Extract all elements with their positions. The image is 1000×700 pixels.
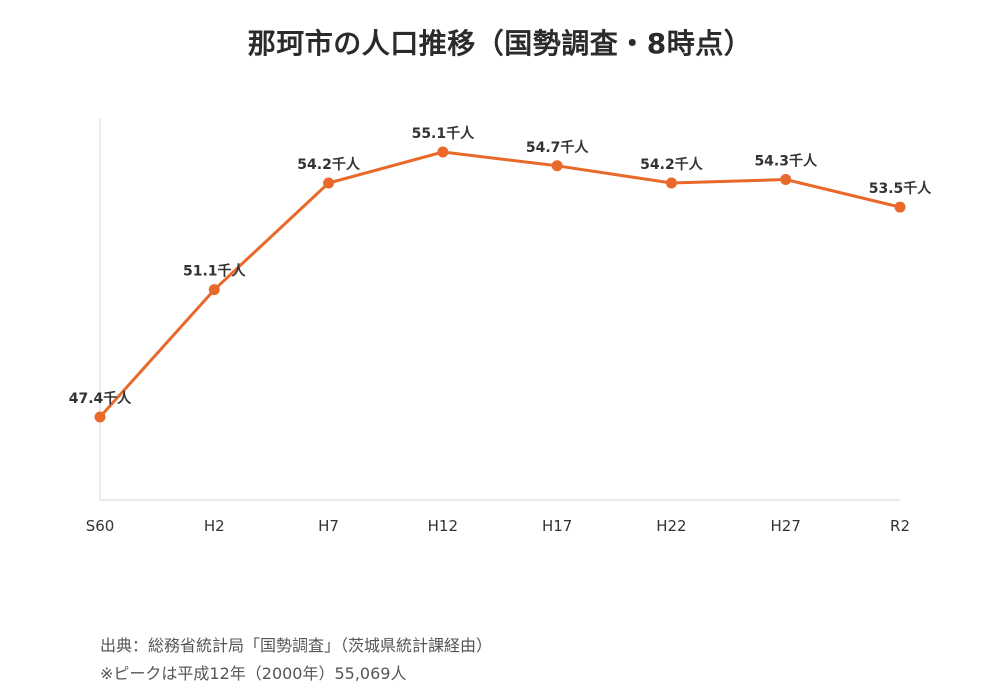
data-point-h17 xyxy=(551,160,563,172)
x-tick-label-h22: H22 xyxy=(656,517,686,535)
x-tick-label-h12: H12 xyxy=(428,517,458,535)
data-point-s60 xyxy=(94,411,106,423)
x-tick-label-h27: H27 xyxy=(771,517,801,535)
data-label-s60: 47.4千人 xyxy=(69,390,133,407)
series-line xyxy=(98,150,901,419)
data-point-h12 xyxy=(437,146,449,158)
data-label-h27: 54.3千人 xyxy=(754,153,818,170)
series-layer xyxy=(94,146,906,423)
x-tick-label-s60: S60 xyxy=(86,517,115,535)
data-point-h7 xyxy=(323,177,335,189)
x-tick-layer: S60 H2 H7 H12 H17 H22 H27 R2 xyxy=(86,517,910,535)
data-point-h27 xyxy=(780,174,792,186)
source-note: 出典：総務省統計局「国勢調査」（茨城県統計課経由） xyxy=(100,636,493,655)
x-tick-label-h7: H7 xyxy=(318,517,339,535)
data-label-h12: 55.1千人 xyxy=(412,125,476,142)
x-tick-label-r2: R2 xyxy=(890,517,910,535)
data-label-h17: 54.7千人 xyxy=(526,139,590,156)
data-point-h22 xyxy=(665,177,677,189)
chart-title: 那珂市の人口推移（国勢調査・8時点） xyxy=(247,27,753,60)
x-tick-label-h2: H2 xyxy=(204,517,225,535)
x-tick-label-h17: H17 xyxy=(542,517,572,535)
data-label-h7: 54.2千人 xyxy=(297,156,361,173)
data-point-h2 xyxy=(208,284,220,296)
data-label-h2: 51.1千人 xyxy=(183,263,247,280)
data-label-r2: 53.5千人 xyxy=(869,180,933,197)
data-label-h22: 54.2千人 xyxy=(640,156,704,173)
peak-note: ※ピークは平成12年（2000年）55,069人 xyxy=(100,664,407,683)
data-label-layer: 47.4千人 51.1千人 54.2千人 55.1千人 54.7千人 54.2千人 54.3… xyxy=(69,125,933,407)
data-point-r2 xyxy=(894,201,906,213)
